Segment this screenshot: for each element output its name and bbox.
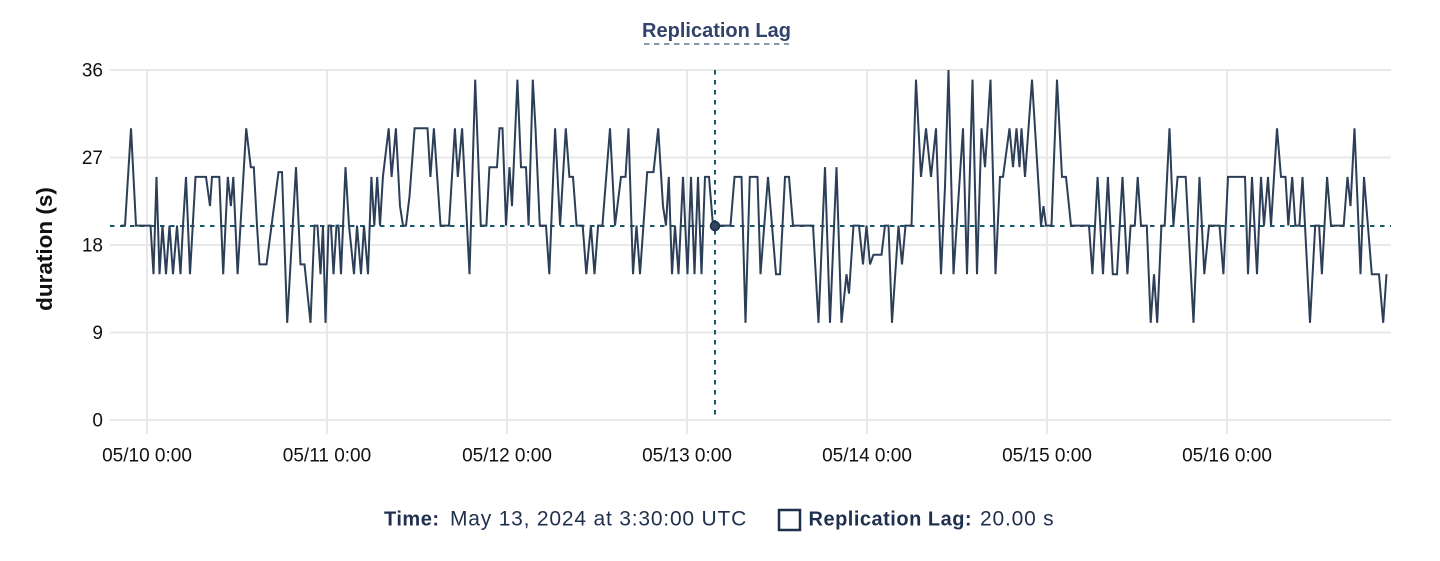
svg-text:May 13, 2024 at 3:30:00 UTC: May 13, 2024 at 3:30:00 UTC xyxy=(450,508,747,531)
svg-text:9: 9 xyxy=(92,323,103,344)
svg-text:Replication Lag:: Replication Lag: xyxy=(809,509,973,531)
svg-text:Time:: Time: xyxy=(384,509,439,531)
svg-text:05/16 0:00: 05/16 0:00 xyxy=(1182,446,1272,467)
svg-text:20.00 s: 20.00 s xyxy=(980,508,1055,531)
svg-text:0: 0 xyxy=(92,411,103,432)
svg-text:05/10 0:00: 05/10 0:00 xyxy=(102,446,192,467)
svg-text:05/12 0:00: 05/12 0:00 xyxy=(462,446,552,467)
svg-text:36: 36 xyxy=(82,61,103,82)
svg-text:05/13 0:00: 05/13 0:00 xyxy=(642,446,732,467)
svg-text:05/11 0:00: 05/11 0:00 xyxy=(283,446,371,467)
svg-text:duration (s): duration (s) xyxy=(32,187,57,311)
svg-text:Replication Lag: Replication Lag xyxy=(642,20,791,42)
svg-text:05/15 0:00: 05/15 0:00 xyxy=(1002,446,1092,467)
svg-text:27: 27 xyxy=(82,148,103,169)
svg-text:05/14 0:00: 05/14 0:00 xyxy=(822,446,912,467)
svg-text:18: 18 xyxy=(82,236,103,257)
